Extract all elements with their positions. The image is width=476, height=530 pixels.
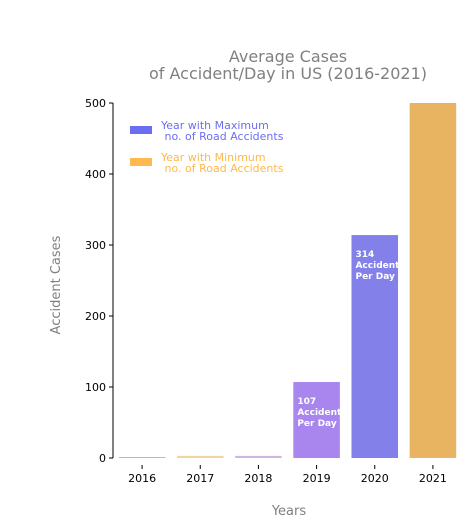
bar-data-label-2020: Accidents [355, 261, 404, 271]
legend-entry-text: no. of Road Accidents [161, 162, 284, 175]
legend-entry-text: no. of Road Accidents [161, 130, 284, 143]
legend-entry-text: Year with Minimum [160, 151, 266, 164]
y-axis: 0 100 200 300 400 500 [85, 97, 114, 465]
bar-2021 [409, 103, 457, 458]
x-axis-label: Years [271, 504, 307, 519]
y-tick-label: 100 [85, 381, 106, 394]
bar-2016 [118, 457, 166, 458]
bar-2020 [351, 235, 399, 458]
legend: Year with Maximum no. of Road AccidentsY… [130, 119, 284, 175]
bar-2017 [176, 455, 224, 458]
bar-data-label-2019: Accidents [297, 408, 346, 418]
bar-2019 [293, 382, 340, 458]
bar-data-label-2019: 107 [297, 397, 316, 407]
bar-2018 [235, 455, 282, 458]
x-tick-label: 2019 [303, 472, 331, 485]
y-tick-label: 0 [99, 452, 106, 465]
x-tick-label: 2018 [244, 472, 272, 485]
bar-data-label-2020: Per Day [355, 272, 395, 282]
chart-title-line-2: of Accident/Day in US (2016-2021) [149, 64, 427, 83]
bar-data-label-2019: Per Day [297, 419, 337, 429]
y-tick-label: 400 [85, 168, 106, 181]
x-tick-label: 2017 [186, 472, 214, 485]
legend-swatch [130, 158, 152, 166]
y-axis-label: Accident Cases [49, 235, 64, 334]
y-tick-label: 300 [85, 239, 106, 252]
legend-swatch [130, 126, 152, 134]
bar-data-label-2020: 314 [355, 250, 374, 260]
chart-title-line-1: Average Cases [229, 47, 347, 66]
x-axis: 2016 2017 2018 2019 2020 2021 [128, 465, 447, 485]
x-tick-label: 2020 [361, 472, 389, 485]
x-tick-label: 2016 [128, 472, 156, 485]
legend-entry-text: Year with Maximum [160, 119, 269, 132]
y-tick-label: 500 [85, 97, 106, 110]
x-tick-label: 2021 [419, 472, 447, 485]
y-tick-label: 200 [85, 310, 106, 323]
